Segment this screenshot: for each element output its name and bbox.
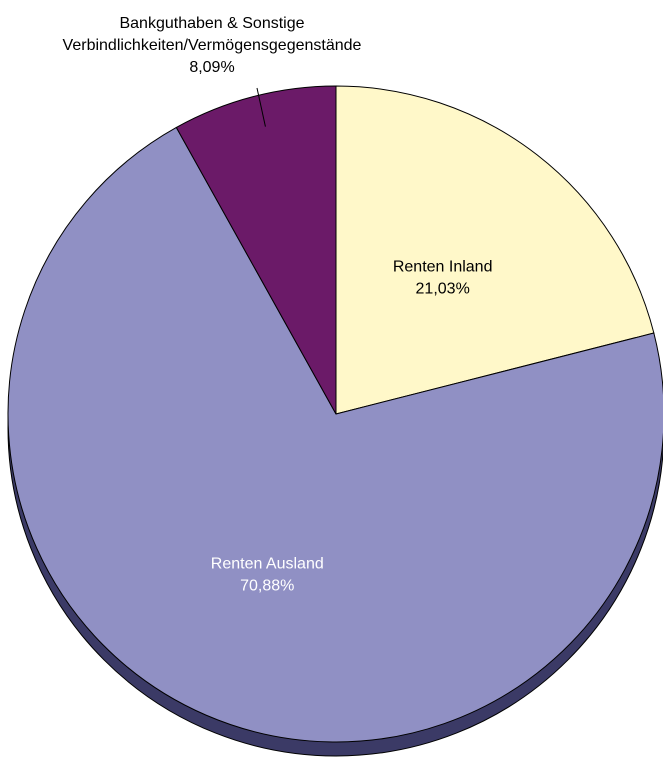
pie-slices (7, 85, 663, 743)
slice-value-label: 70,88% (240, 578, 294, 595)
pie-slice-3 (175, 85, 337, 415)
pie-slice-1 (335, 85, 655, 415)
slice-name-label: Verbindlichkeiten/Vermögensgegenstände (63, 37, 362, 54)
leader-lines (256, 87, 266, 127)
slice-value-label: 8,09% (189, 59, 234, 76)
slice-label-2: Renten Ausland 70,88% (211, 556, 324, 595)
leader-line-3 (256, 87, 266, 127)
slice-label-3: Bankguthaben & Sonstige Verbindlichkeiten… (63, 15, 362, 76)
slice-name-label: Renten Ausland (211, 556, 324, 573)
slice-label-1: Renten Inland 21,03% (393, 259, 493, 298)
slice-name-label: Renten Inland (393, 259, 493, 276)
slice-name-label: Bankguthaben & Sonstige (119, 15, 304, 32)
slice-labels: Renten Inland 21,03% Renten Ausland 70,88% B… (63, 15, 493, 595)
pie-slice-2 (7, 126, 663, 743)
slice-value-label: 21,03% (416, 281, 470, 298)
